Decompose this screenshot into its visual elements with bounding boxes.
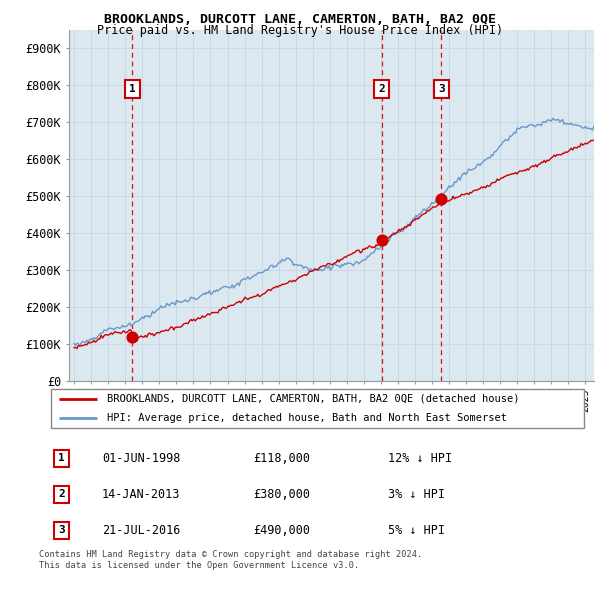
Text: 21-JUL-2016: 21-JUL-2016 <box>102 524 181 537</box>
Text: 3% ↓ HPI: 3% ↓ HPI <box>388 488 445 501</box>
Text: £490,000: £490,000 <box>253 524 310 537</box>
Text: 01-JUN-1998: 01-JUN-1998 <box>102 452 181 465</box>
Text: 3: 3 <box>438 84 445 94</box>
Text: £380,000: £380,000 <box>253 488 310 501</box>
Text: 1: 1 <box>58 454 65 463</box>
Text: 14-JAN-2013: 14-JAN-2013 <box>102 488 181 501</box>
Text: 1: 1 <box>129 84 136 94</box>
Text: Price paid vs. HM Land Registry's House Price Index (HPI): Price paid vs. HM Land Registry's House … <box>97 24 503 37</box>
FancyBboxPatch shape <box>50 389 584 428</box>
Text: HPI: Average price, detached house, Bath and North East Somerset: HPI: Average price, detached house, Bath… <box>107 413 508 423</box>
Text: BROOKLANDS, DURCOTT LANE, CAMERTON, BATH, BA2 0QE (detached house): BROOKLANDS, DURCOTT LANE, CAMERTON, BATH… <box>107 394 520 404</box>
Point <box>437 195 446 204</box>
Point <box>128 332 137 342</box>
Text: £118,000: £118,000 <box>253 452 310 465</box>
Text: 3: 3 <box>58 526 65 536</box>
Text: 12% ↓ HPI: 12% ↓ HPI <box>388 452 452 465</box>
Text: This data is licensed under the Open Government Licence v3.0.: This data is licensed under the Open Gov… <box>39 560 359 569</box>
Point <box>377 235 386 245</box>
Text: 5% ↓ HPI: 5% ↓ HPI <box>388 524 445 537</box>
Text: 2: 2 <box>58 490 65 500</box>
Text: Contains HM Land Registry data © Crown copyright and database right 2024.: Contains HM Land Registry data © Crown c… <box>39 550 422 559</box>
Text: BROOKLANDS, DURCOTT LANE, CAMERTON, BATH, BA2 0QE: BROOKLANDS, DURCOTT LANE, CAMERTON, BATH… <box>104 13 496 26</box>
Text: 2: 2 <box>378 84 385 94</box>
